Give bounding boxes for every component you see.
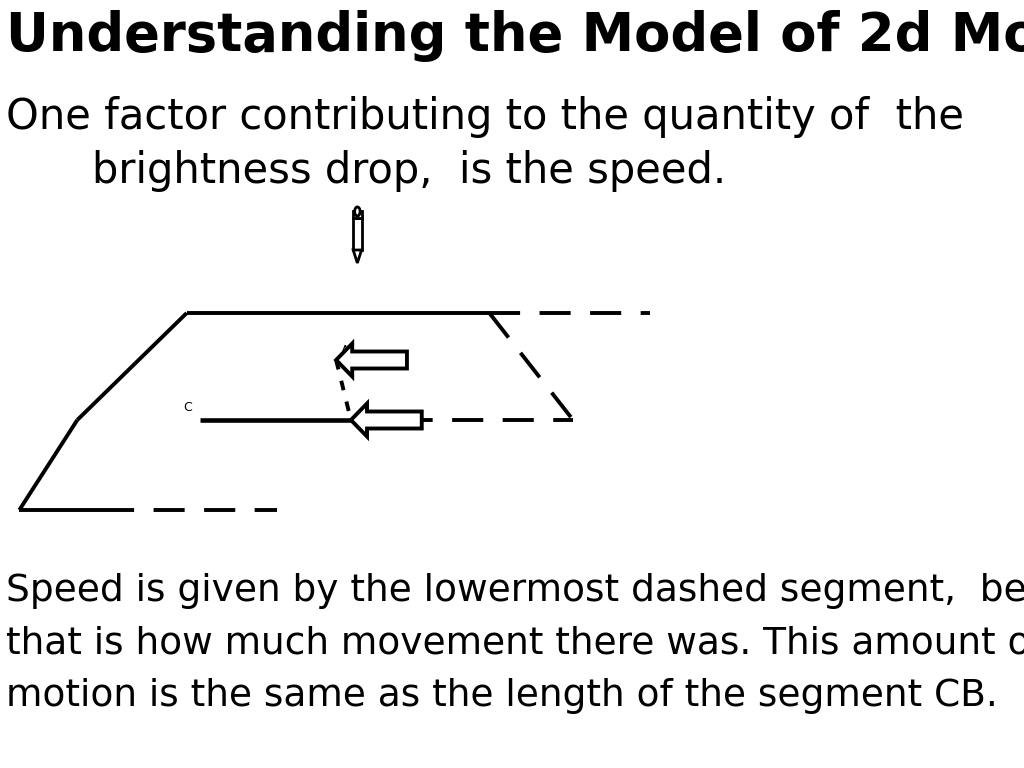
Text: Speed is given by the lowermost dashed segment,  because: Speed is given by the lowermost dashed s… (6, 573, 1024, 609)
Text: A: A (341, 344, 349, 357)
Polygon shape (351, 403, 422, 436)
Text: B: B (355, 412, 365, 425)
Polygon shape (353, 250, 361, 263)
Ellipse shape (354, 207, 360, 216)
Polygon shape (336, 343, 407, 376)
Text: that is how much movement there was. This amount of: that is how much movement there was. Thi… (6, 626, 1024, 662)
Bar (353, 218, 361, 250)
Text: C: C (183, 401, 191, 414)
Text: brightness drop,  is the speed.: brightness drop, is the speed. (39, 150, 726, 192)
Text: One factor contributing to the quantity of  the: One factor contributing to the quantity … (6, 96, 965, 138)
Bar (353, 211, 361, 218)
Text: motion is the same as the length of the segment CB.: motion is the same as the length of the … (6, 678, 998, 714)
Text: Understanding the Model of 2d Motion: Understanding the Model of 2d Motion (6, 10, 1024, 62)
